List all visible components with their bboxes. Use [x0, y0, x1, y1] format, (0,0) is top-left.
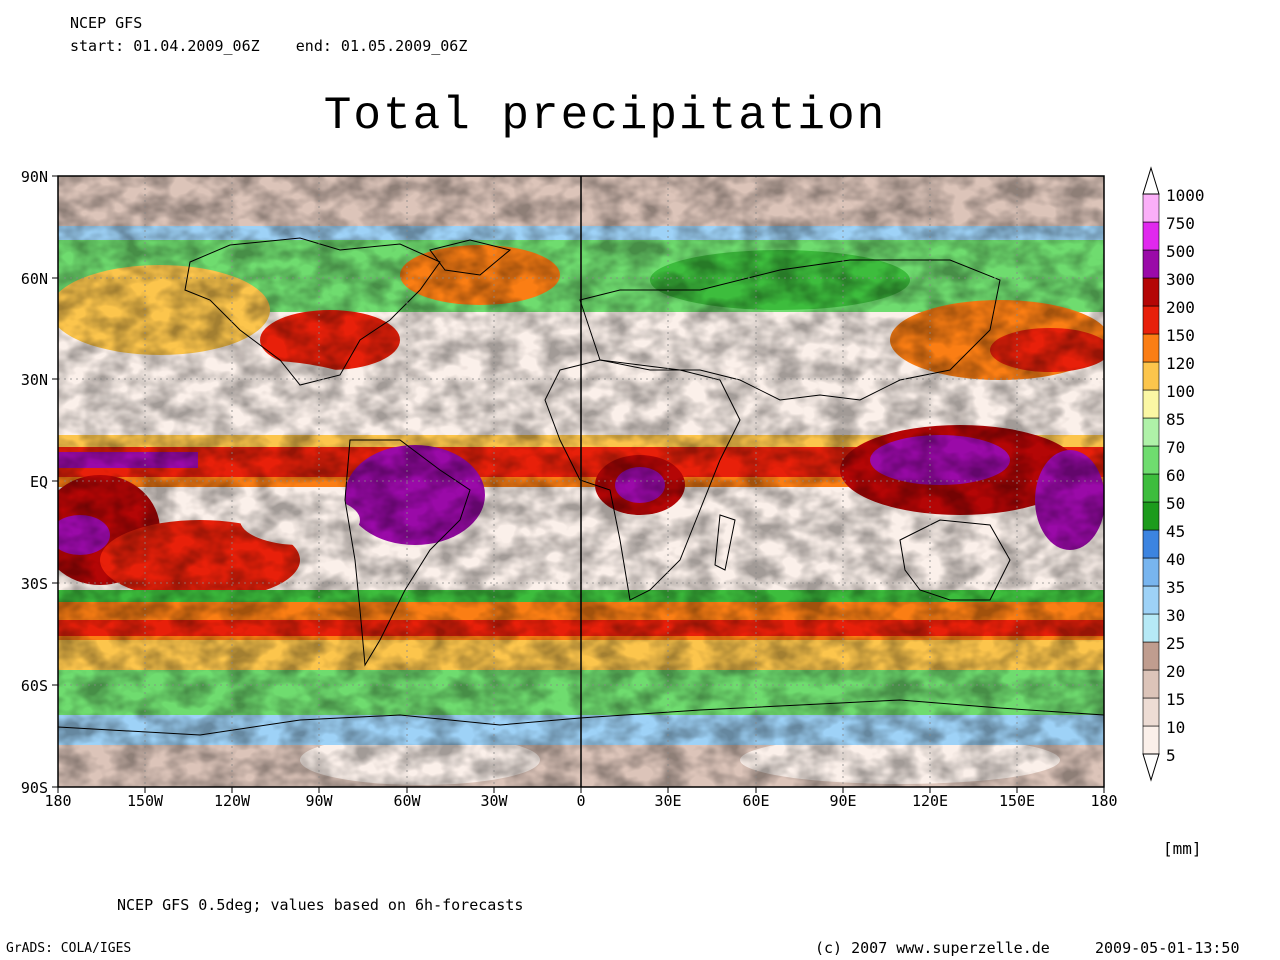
colorbar-swatch — [1142, 585, 1160, 615]
colorbar-level: 10 — [1166, 718, 1186, 737]
colorbar-level: 15 — [1166, 690, 1186, 709]
period-label: start: 01.04.2009_06Z end: 01.05.2009_06… — [70, 37, 468, 55]
lon-label-180e: 180 — [1090, 792, 1118, 810]
colorbar-level: 150 — [1166, 326, 1195, 345]
colorbar-swatch — [1142, 417, 1160, 447]
lon-label-30e: 30E — [654, 792, 682, 810]
grads-credit: GrADS: COLA/IGES — [6, 941, 132, 956]
colorbar-swatch — [1142, 641, 1160, 671]
axis-ticks — [52, 175, 1105, 793]
lon-label-90w: 90W — [305, 792, 333, 810]
lon-label-150e: 150E — [998, 792, 1036, 810]
lon-label-180w: 180 — [44, 792, 72, 810]
colorbar-swatch — [1142, 529, 1160, 559]
colorbar-swatch — [1142, 557, 1160, 587]
colorbar-level: 200 — [1166, 298, 1195, 317]
lon-label-120w: 120W — [213, 792, 251, 810]
colorbar-bottom-arrow — [1142, 753, 1160, 782]
colorbar-swatch — [1142, 277, 1160, 307]
colorbar-level: 500 — [1166, 242, 1195, 261]
timestamp-label: 2009-05-01-13:50 — [1095, 939, 1240, 957]
lon-label-150w: 150W — [126, 792, 164, 810]
colorbar-level: 25 — [1166, 634, 1186, 653]
colorbar-level: 70 — [1166, 438, 1186, 457]
lat-label-30n: 30N — [20, 371, 48, 389]
lon-label-0: 0 — [576, 792, 586, 810]
lat-label-eq: EQ — [29, 473, 48, 491]
lon-label-60e: 60E — [742, 792, 770, 810]
colorbar-swatch — [1142, 389, 1160, 419]
colorbar-level: 1000 — [1166, 186, 1205, 205]
lat-label-90n: 90N — [20, 168, 48, 186]
lon-label-120e: 120E — [911, 792, 949, 810]
colorbar-swatch — [1142, 221, 1160, 251]
colorbar-swatch — [1142, 697, 1160, 727]
lat-label-90s: 90S — [20, 779, 48, 797]
colorbar-level: 100 — [1166, 382, 1195, 401]
colorbar-swatch — [1142, 333, 1160, 363]
lon-label-90e: 90E — [829, 792, 857, 810]
colorbar-swatch — [1142, 361, 1160, 391]
colorbar — [1142, 166, 1160, 782]
lat-label-60s: 60S — [20, 677, 48, 695]
colorbar-level: 300 — [1166, 270, 1195, 289]
model-label: NCEP GFS — [70, 14, 143, 32]
lat-label-60n: 60N — [20, 270, 48, 288]
colorbar-level: 45 — [1166, 522, 1186, 541]
colorbar-level: 50 — [1166, 494, 1186, 513]
colorbar-level: 750 — [1166, 214, 1195, 233]
colorbar-level: 40 — [1166, 550, 1186, 569]
precip-field — [58, 176, 1104, 787]
unit-label: [mm] — [1163, 839, 1202, 858]
colorbar-level: 60 — [1166, 466, 1186, 485]
map-title: Total precipitation — [323, 90, 887, 142]
colorbar-swatch — [1142, 305, 1160, 335]
copyright-label: (c) 2007 www.superzelle.de — [815, 939, 1050, 957]
colorbar-swatch — [1142, 473, 1160, 503]
colorbar-level: 30 — [1166, 606, 1186, 625]
colorbar-swatch — [1142, 445, 1160, 475]
colorbar-swatch — [1142, 193, 1160, 223]
colorbar-swatch — [1142, 613, 1160, 643]
colorbar-level: 120 — [1166, 354, 1195, 373]
footer-note: NCEP GFS 0.5deg; values based on 6h-fore… — [117, 896, 524, 914]
lat-label-30s: 30S — [20, 575, 48, 593]
colorbar-level: 35 — [1166, 578, 1186, 597]
colorbar-level: 5 — [1166, 746, 1176, 765]
colorbar-swatch — [1142, 669, 1160, 699]
colorbar-swatch — [1142, 725, 1160, 755]
lon-label-30w: 30W — [480, 792, 508, 810]
colorbar-swatch — [1142, 249, 1160, 279]
lon-label-60w: 60W — [393, 792, 421, 810]
coastlines — [57, 237, 1105, 736]
colorbar-swatch — [1142, 501, 1160, 531]
colorbar-level: 85 — [1166, 410, 1186, 429]
colorbar-level: 20 — [1166, 662, 1186, 681]
colorbar-top-arrow — [1142, 166, 1160, 195]
